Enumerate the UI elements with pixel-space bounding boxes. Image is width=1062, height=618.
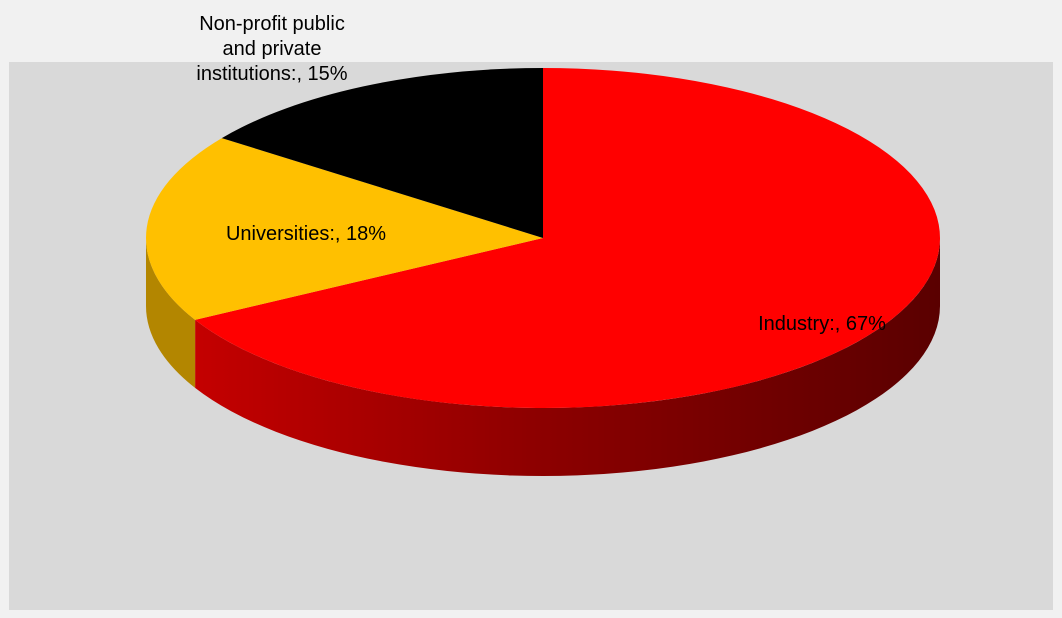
slice-label-line: Industry:, 67% xyxy=(758,313,886,335)
pie-slice-universities[interactable] xyxy=(145,138,543,320)
pie-slice-non-profit-public-and-private-institutions[interactable] xyxy=(221,68,543,238)
pie-side-industry xyxy=(195,238,940,476)
slice-label-line: and private xyxy=(223,38,322,60)
slice-label-line: Non-profit public xyxy=(199,13,345,35)
pie-top-layer xyxy=(145,68,940,408)
pie-side-layer xyxy=(146,238,940,476)
slice-label-line: institutions:, 15% xyxy=(196,63,347,85)
slice-label-industry: Industry:, 67% xyxy=(758,313,886,335)
slice-label-non-profit-public-and-private-institutions: Non-profit public and private institutions… xyxy=(196,13,347,85)
slice-label-line: Universities:, 18% xyxy=(226,223,386,245)
pie-labels-layer: Industry:, 67% Universities:, 18% Non-prof… xyxy=(196,13,886,335)
pie-slice-industry[interactable] xyxy=(195,68,940,408)
pie-side-universities xyxy=(146,238,196,388)
slice-label-universities: Universities:, 18% xyxy=(226,223,386,245)
